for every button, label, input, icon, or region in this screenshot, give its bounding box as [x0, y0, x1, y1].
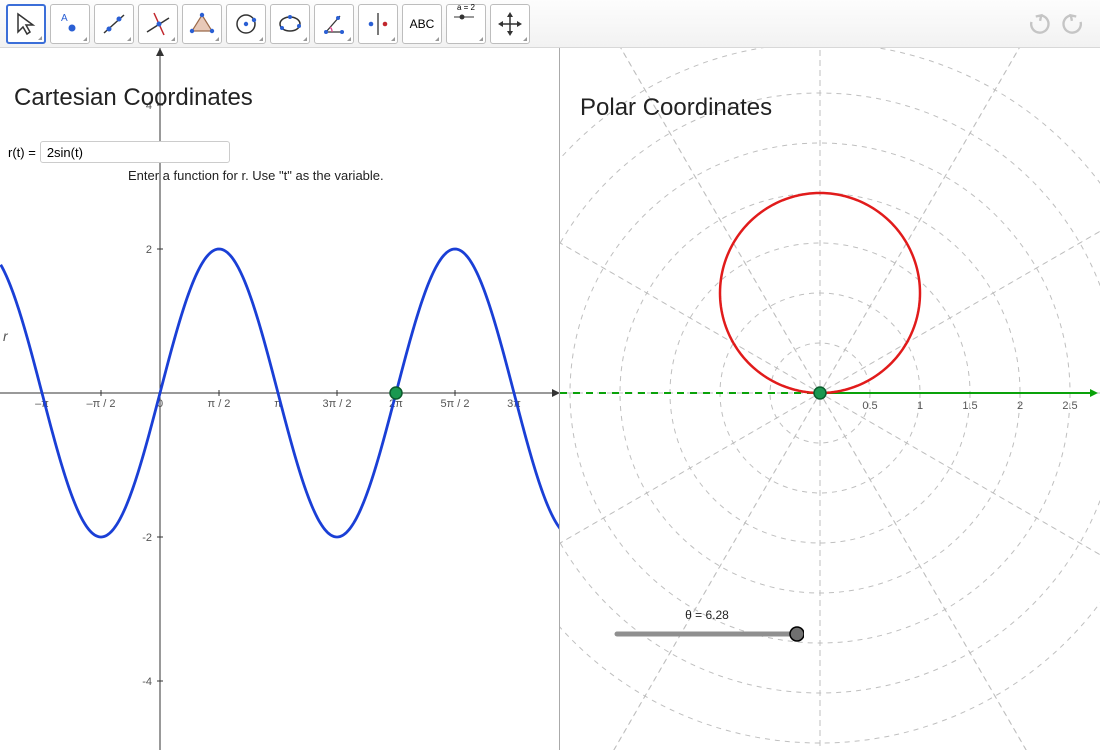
svg-text:2.5: 2.5	[1062, 400, 1077, 412]
svg-text:1.5: 1.5	[962, 400, 977, 412]
theta-slider[interactable]: θ = 6.28	[610, 608, 804, 644]
tool-circle[interactable]	[226, 4, 266, 44]
tool-move-arrow[interactable]	[6, 4, 46, 44]
undo-button[interactable]	[1022, 6, 1056, 40]
svg-text:5π / 2: 5π / 2	[441, 398, 470, 410]
svg-text:3π / 2: 3π / 2	[323, 398, 352, 410]
tool-point[interactable]: A	[50, 4, 90, 44]
svg-text:1: 1	[917, 400, 923, 412]
svg-text:-4: -4	[142, 676, 152, 688]
input-prefix: r(t) =	[8, 145, 36, 160]
cartesian-pane: –π–π / 20π / 2π3π / 22π5π / 23π-8-6-4-22…	[0, 48, 560, 750]
panes: –π–π / 20π / 2π3π / 22π5π / 23π-8-6-4-22…	[0, 48, 1100, 750]
y-axis-label: r	[3, 328, 8, 344]
polar-title: Polar Coordinates	[580, 94, 772, 122]
polar-pane: 0.5 1 1.5 2 2.5 Polar Coordinates θ = 6.28	[560, 48, 1100, 750]
svg-text:2: 2	[146, 244, 152, 256]
tool-angle[interactable]	[314, 4, 354, 44]
tool-conic[interactable]	[270, 4, 310, 44]
toolbar: A ABCa = 2	[0, 0, 1100, 48]
svg-text:–π / 2: –π / 2	[87, 398, 116, 410]
function-hint: Enter a function for r. Use "t" as the v…	[128, 168, 384, 183]
polar-plot[interactable]: 0.5 1 1.5 2 2.5	[560, 48, 1100, 750]
toolbar-right	[1022, 6, 1090, 40]
tool-slider[interactable]: a = 2	[446, 4, 486, 44]
cartesian-title: Cartesian Coordinates	[14, 84, 253, 112]
tool-perpendicular-line[interactable]	[138, 4, 178, 44]
function-input-row: r(t) =	[8, 141, 230, 163]
function-input[interactable]	[40, 141, 230, 163]
tool-text[interactable]: ABC	[402, 4, 442, 44]
tool-polygon[interactable]	[182, 4, 222, 44]
tool-line[interactable]	[94, 4, 134, 44]
svg-text:-2: -2	[142, 532, 152, 544]
svg-text:A: A	[61, 13, 68, 24]
tool-reflect[interactable]	[358, 4, 398, 44]
tool-move-view[interactable]	[490, 4, 530, 44]
svg-text:0.5: 0.5	[862, 400, 877, 412]
svg-text:2: 2	[1017, 400, 1023, 412]
redo-button[interactable]	[1056, 6, 1090, 40]
pane-resizer[interactable]	[559, 48, 562, 750]
svg-text:π / 2: π / 2	[208, 398, 231, 410]
